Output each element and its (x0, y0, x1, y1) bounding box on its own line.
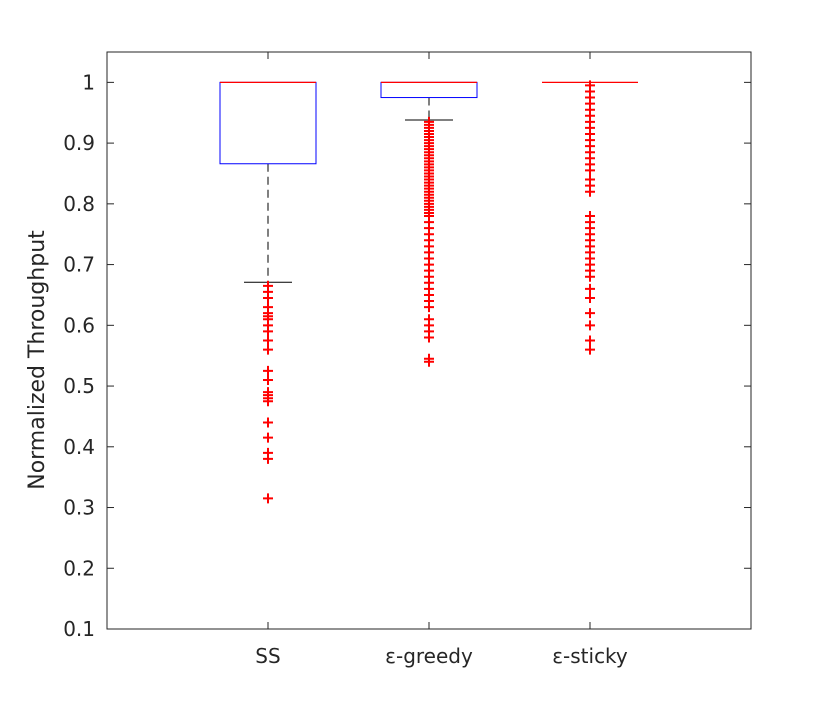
outlier-marker (263, 417, 273, 428)
y-tick-label: 1 (82, 70, 95, 94)
outlier-marker (263, 326, 273, 337)
x-axis: SS ε-greedy ε-sticky (255, 52, 628, 668)
outlier-marker (585, 344, 595, 355)
x-tick-label: SS (255, 644, 280, 668)
outlier-marker (424, 356, 434, 367)
y-tick-label: 0.2 (63, 556, 95, 580)
outlier-marker (263, 374, 273, 385)
outlier-marker (263, 292, 273, 303)
outlier-marker (585, 292, 595, 303)
outliers-layer (263, 80, 595, 504)
outlier-marker (424, 332, 434, 343)
outlier-marker (263, 335, 273, 346)
y-tick-label: 0.9 (63, 131, 95, 155)
y-axis: 0.1 0.2 0.3 0.4 0.5 0.6 0.7 0.8 0.9 1 (63, 70, 751, 641)
outlier-marker (585, 335, 595, 346)
y-tick-label: 0.1 (63, 617, 95, 641)
y-tick-label: 0.6 (63, 313, 95, 337)
outlier-marker (585, 320, 595, 331)
outlier-marker (585, 308, 595, 319)
outlier-marker (263, 432, 273, 443)
y-tick-label: 0.3 (63, 496, 95, 520)
outlier-marker (585, 271, 595, 282)
y-tick-label: 0.7 (63, 253, 95, 277)
outlier-marker (263, 493, 273, 504)
outlier-marker (585, 165, 595, 176)
outlier-marker (263, 453, 273, 464)
y-axis-label: Normalized Throughput (25, 230, 50, 490)
outlier-marker (263, 344, 273, 355)
y-tick-label: 0.5 (63, 374, 95, 398)
outlier-marker (263, 396, 273, 407)
outlier-marker (585, 186, 595, 197)
y-tick-label: 0.8 (63, 192, 95, 216)
outlier-marker (263, 365, 273, 376)
x-tick-label: ε-greedy (385, 644, 473, 668)
outlier-marker (585, 283, 595, 294)
x-tick-label: ε-sticky (552, 644, 628, 668)
y-tick-label: 0.4 (63, 435, 95, 459)
outlier-marker (424, 302, 434, 313)
